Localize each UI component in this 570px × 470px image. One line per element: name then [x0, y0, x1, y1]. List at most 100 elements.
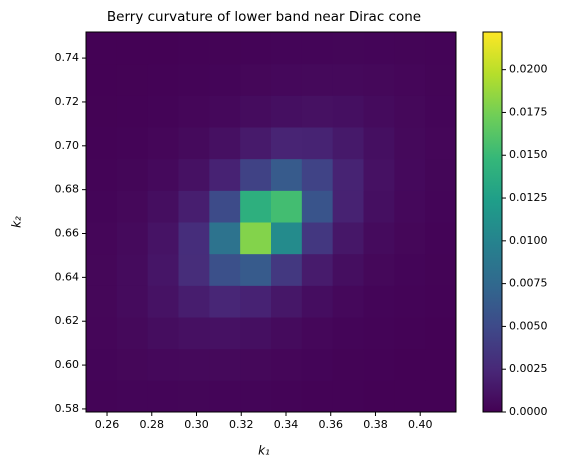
heatmap-cell [394, 95, 426, 128]
heatmap-cell [394, 158, 426, 191]
heatmap-cell [116, 222, 149, 255]
heatmap-cell [332, 348, 364, 381]
heatmap-cell [178, 317, 210, 350]
heatmap-cell [86, 222, 118, 255]
heatmap-cell [116, 317, 149, 350]
heatmap-cell [86, 317, 118, 350]
y-axis-label: k₂ [10, 216, 24, 228]
heatmap-cell [301, 222, 334, 255]
heatmap-cell [425, 317, 457, 350]
heatmap-cell [363, 348, 395, 381]
heatmap-cell [363, 63, 395, 96]
colorbar-tick-label: 0.0200 [509, 63, 548, 76]
heatmap-cell [147, 190, 179, 223]
heatmap-cell [178, 63, 210, 96]
heatmap-cell [394, 348, 426, 381]
heatmap-cell [332, 63, 364, 96]
heatmap-cell [363, 127, 395, 160]
heatmap-cell [271, 380, 303, 413]
heatmap-cell [209, 190, 241, 223]
plot-frame [85, 31, 457, 413]
heatmap-cell [147, 63, 179, 96]
heatmap-cell [240, 158, 272, 191]
y-tick-label: 0.62 [55, 314, 80, 327]
heatmap-cell [271, 317, 303, 350]
heatmap-cell [363, 285, 395, 318]
heatmap-cell [86, 348, 118, 381]
heatmap-cell [301, 285, 334, 318]
heatmap-cell [116, 190, 149, 223]
x-tick-label: 0.30 [184, 418, 209, 431]
heatmap-cell [332, 317, 364, 350]
heatmap-cell [394, 285, 426, 318]
heatmap-cell [301, 32, 334, 65]
heatmap-cell [147, 127, 179, 160]
heatmap-cell [209, 285, 241, 318]
heatmap-cell [425, 158, 457, 191]
heatmap-cell [332, 285, 364, 318]
y-tick-label: 0.74 [55, 51, 80, 64]
heatmap-cell [209, 158, 241, 191]
heatmap-cell [147, 32, 179, 65]
x-tick-label: 0.38 [363, 418, 388, 431]
heatmap-cell [363, 380, 395, 413]
heatmap-cell [86, 95, 118, 128]
heatmap-cell [332, 190, 364, 223]
colorbar-tick-label: 0.0000 [509, 405, 548, 418]
heatmap-cell [240, 317, 272, 350]
heatmap-cell [332, 253, 364, 286]
heatmap-cell [178, 380, 210, 413]
heatmap-cell [301, 63, 334, 96]
heatmap-cell [425, 190, 457, 223]
heatmap-cell [178, 32, 210, 65]
heatmap-cell [240, 32, 272, 65]
colorbar-tick-label: 0.0175 [509, 105, 548, 118]
heatmap-cell [363, 190, 395, 223]
heatmap-cell [363, 222, 395, 255]
heatmap-cell [116, 127, 149, 160]
heatmap-cell [178, 348, 210, 381]
heatmap-cell [240, 63, 272, 96]
heatmap-cell [425, 380, 457, 413]
y-tick-label: 0.58 [55, 402, 80, 415]
heatmap-cell [363, 95, 395, 128]
heatmap-cell [394, 380, 426, 413]
heatmap-cell [116, 348, 149, 381]
heatmap-cell [301, 127, 334, 160]
colorbar-tick-label: 0.0150 [509, 148, 548, 161]
heatmap-cell [86, 127, 118, 160]
heatmap-cell [147, 285, 179, 318]
colorbar [482, 31, 503, 413]
y-tick-label: 0.72 [55, 95, 80, 108]
heatmap-cell [209, 317, 241, 350]
heatmap-cell [301, 95, 334, 128]
heatmap-cell [240, 222, 272, 255]
heatmap-cell [332, 380, 364, 413]
heatmap-cell [394, 63, 426, 96]
heatmap-cell [86, 253, 118, 286]
heatmap-cell [271, 63, 303, 96]
x-tick-label: 0.40 [408, 418, 433, 431]
y-tick-label: 0.60 [55, 358, 80, 371]
x-tick-label: 0.36 [318, 418, 343, 431]
heatmap-cell [271, 32, 303, 65]
heatmap-cell [271, 95, 303, 128]
heatmap-cell [363, 317, 395, 350]
heatmap-cell [332, 32, 364, 65]
heatmap-cell [425, 348, 457, 381]
heatmap-cell [394, 127, 426, 160]
heatmap-cell [301, 253, 334, 286]
heatmap-cell [425, 222, 457, 255]
heatmap-cell [301, 348, 334, 381]
heatmap-cell [240, 348, 272, 381]
heatmap-cell [425, 285, 457, 318]
heatmap-cell [86, 380, 118, 413]
heatmap-cell [240, 190, 272, 223]
heatmap-cell [147, 380, 179, 413]
heatmap-cell [147, 95, 179, 128]
colorbar-tick-label: 0.0100 [509, 234, 548, 247]
heatmap-cell [178, 127, 210, 160]
heatmap-cell [271, 158, 303, 191]
colorbar-tick-label: 0.0025 [509, 362, 548, 375]
heatmap-cell [209, 222, 241, 255]
